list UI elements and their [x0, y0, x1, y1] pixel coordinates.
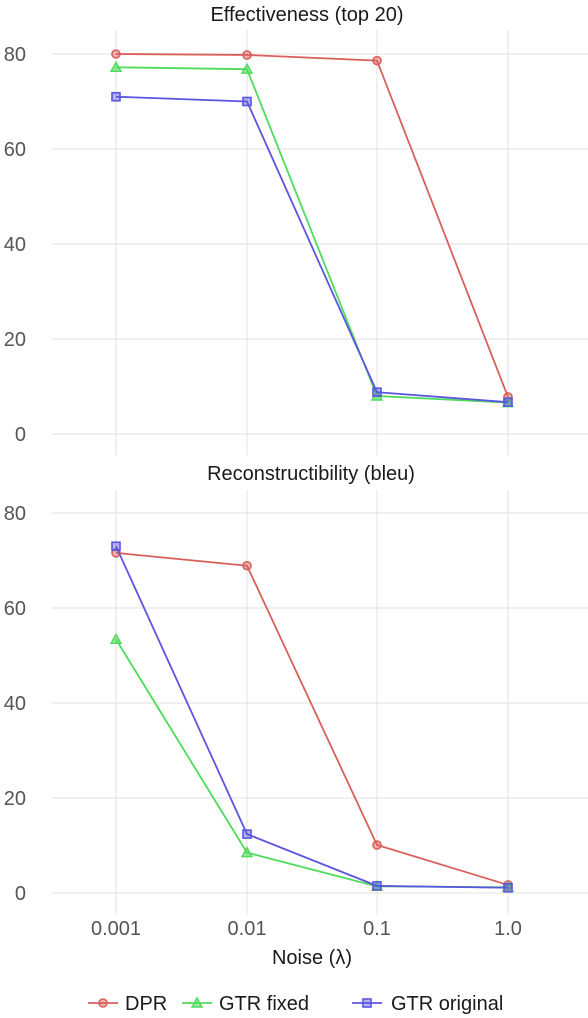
panel-2-series-2-point-1 — [242, 829, 252, 839]
panel-2-y-tick-label: 0 — [15, 883, 26, 905]
legend: DPR GTR fixed GTR original — [88, 993, 503, 1015]
x-tick-label-3: 1.0 — [494, 918, 522, 940]
panel-2-y-tick-label: 20 — [4, 788, 26, 810]
panel-2-series-0-point-2 — [372, 840, 382, 850]
panel-1-series-0-point-0 — [111, 49, 121, 59]
panel-2-y-tick-label: 60 — [4, 598, 26, 620]
panel-2-plot: 0 20 40 60 80 — [4, 490, 588, 915]
panel-2-series-line-2 — [115, 545, 509, 889]
panel-1-title: Effectiveness (top 20) — [210, 4, 403, 26]
x-tick-label-0: 0.001 — [91, 918, 141, 940]
panel-1-plot: 0 20 40 60 80 — [4, 30, 588, 455]
panel-1-y-tick-label: 20 — [4, 329, 26, 351]
legend-label-1: GTR fixed — [219, 993, 309, 1015]
panel-2-series-2-point-2 — [372, 881, 382, 891]
panel-1-y-tick-label: 40 — [4, 234, 26, 256]
panel-1-y-tick-label: 60 — [4, 139, 26, 161]
legend-marker-0 — [98, 998, 108, 1008]
x-tick-label-2: 0.1 — [363, 918, 391, 940]
panel-2-series-2-point-0 — [111, 541, 121, 552]
panel-2-series-1-point-0 — [109, 632, 123, 645]
panel-1-series-2-point-1 — [242, 96, 252, 107]
panel-2-y-tick-label: 80 — [4, 503, 26, 525]
panel-1-series-1-point-0 — [109, 60, 123, 73]
panel-2-series-0-point-1 — [242, 560, 252, 571]
panel-2-series-1-point-1 — [240, 846, 254, 858]
panel-2-y-tick-label: 40 — [4, 693, 26, 715]
panel-1-series-line-1 — [115, 66, 509, 404]
panel-1-y-tick-label: 0 — [15, 424, 26, 446]
panel-2-series-line-0 — [115, 552, 509, 886]
panel-1-series-1-point-1 — [240, 62, 254, 74]
panel-1-series-line-0 — [115, 53, 509, 398]
panel-2-title: Reconstructibility (bleu) — [207, 463, 415, 485]
panel-1-y-tick-label: 80 — [4, 44, 26, 66]
panel-1-series-2-point-0 — [111, 91, 121, 102]
x-axis-label: Noise (λ) — [272, 947, 352, 969]
x-axis-ticks: 0.001 0.01 0.1 1.0 — [91, 918, 522, 940]
panel-1-series-0-point-1 — [242, 50, 252, 60]
legend-marker-2 — [362, 998, 372, 1008]
panel-2-series-2-point-3 — [503, 882, 513, 893]
x-tick-label-1: 0.01 — [228, 918, 267, 940]
legend-marker-1 — [190, 996, 204, 1008]
panel-1-series-0-point-2 — [372, 55, 382, 66]
panel-1-series-2-point-3 — [503, 397, 513, 407]
legend-label-2: GTR original — [391, 993, 503, 1015]
panel-1-series-line-2 — [115, 95, 509, 404]
panel-1-series-2-point-2 — [372, 387, 382, 398]
legend-label-0: DPR — [125, 993, 167, 1015]
